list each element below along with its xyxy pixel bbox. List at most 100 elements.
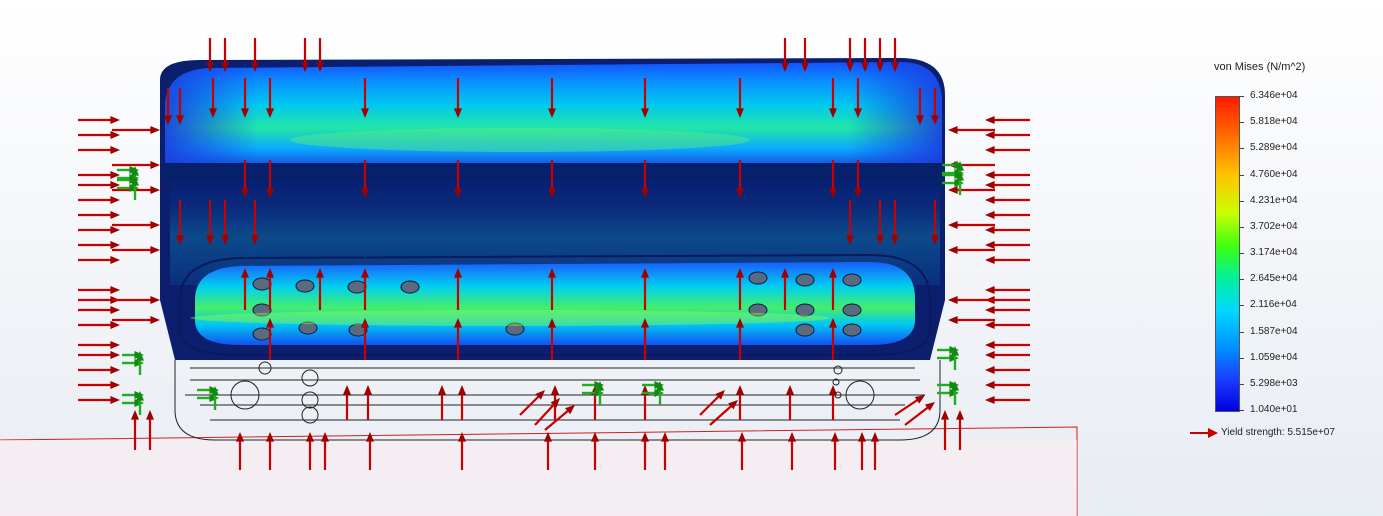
force-arrow-icon [548, 78, 556, 118]
force-arrow-icon [206, 38, 214, 72]
force-arrow-icon [251, 38, 259, 72]
force-arrow-icon [112, 126, 160, 134]
fixture-arrow-icon [596, 381, 604, 405]
legend-tick-label: 5.818e+04 [1250, 116, 1298, 128]
legend-tick-label: 4.760e+04 [1250, 168, 1298, 180]
force-arrow-icon [985, 116, 1030, 124]
legend-tick-mark [1239, 226, 1244, 228]
force-arrow-icon [361, 78, 369, 118]
legend-tick-label: 2.116e+04 [1250, 299, 1297, 311]
force-arrow-icon [112, 316, 160, 324]
force-arrow-icon [78, 256, 120, 264]
force-arrow-icon [266, 268, 274, 310]
force-arrow-icon [544, 405, 575, 431]
force-arrow-icon [78, 286, 120, 294]
force-arrow-icon [548, 318, 556, 360]
force-arrow-icon [1190, 427, 1218, 438]
force-arrow-icon [454, 160, 462, 198]
force-arrow-icon [891, 200, 899, 245]
legend-tick-mark [1239, 253, 1244, 254]
legend-tick-mark [1239, 279, 1244, 281]
force-arrow-icon [321, 432, 329, 470]
force-arrow-icon [985, 396, 1030, 404]
force-arrow-icon [221, 200, 229, 245]
force-arrow-icon [78, 381, 120, 389]
force-arrow-icon [534, 398, 560, 426]
legend-tick-label: 4.231e+04 [1250, 194, 1298, 206]
force-arrow-icon [112, 246, 160, 254]
force-arrow-icon [236, 432, 244, 470]
fixture-arrow-icon [211, 386, 219, 410]
force-arrow-icon [548, 268, 556, 310]
force-arrow-icon [112, 161, 160, 169]
force-arrow-icon [266, 432, 274, 470]
force-arrow-icon [641, 432, 649, 470]
force-arrow-icon [146, 410, 154, 450]
stress-legend[interactable]: von Mises (N/m^2) 6.346e+04 5.818e+04 5.28… [1190, 55, 1380, 455]
legend-tick-mark [1239, 96, 1244, 97]
force-arrow-icon [112, 296, 160, 304]
legend-tick-mark [1239, 383, 1244, 385]
force-arrow-icon [306, 432, 314, 470]
force-arrow-icon [891, 38, 899, 72]
force-arrow-icon [641, 318, 649, 360]
force-arrow-icon [221, 38, 229, 72]
force-arrow-icon [361, 318, 369, 360]
yield-strength-indicator: Yield strength: 5.515e+07 [1190, 427, 1335, 438]
fixture-arrow-icon [656, 381, 664, 405]
force-arrow-icon [251, 200, 259, 245]
force-arrow-icon [904, 402, 935, 426]
force-arrow-icon [454, 268, 462, 310]
force-arrow-icon [985, 226, 1030, 234]
force-arrow-icon [801, 38, 809, 72]
legend-tick-label: 1.587e+04 [1250, 325, 1298, 337]
legend-tick-label: 2.645e+04 [1250, 273, 1298, 285]
force-arrow-icon [266, 78, 274, 118]
force-arrow-icon [206, 200, 214, 245]
force-arrow-icon [641, 268, 649, 310]
legend-tick-mark [1239, 357, 1244, 359]
force-arrow-icon [985, 131, 1030, 139]
floor-holes [252, 271, 862, 341]
force-arrow-icon [548, 160, 556, 198]
legend-tick-label: 1.040e+01 [1250, 404, 1298, 415]
force-arrow-icon [738, 432, 746, 470]
force-arrow-icon [736, 268, 744, 310]
floor-face [195, 262, 915, 345]
force-arrow-icon [438, 385, 446, 420]
force-arrow-icon [176, 88, 184, 125]
force-arrow-icon [931, 200, 939, 245]
force-arrow-icon [78, 321, 120, 329]
top-face-shade [165, 62, 942, 168]
force-arrow-icon [985, 241, 1030, 249]
legend-tick-mark [1239, 331, 1244, 333]
force-arrow-icon [78, 181, 120, 189]
force-arrow-icon [916, 88, 924, 125]
force-arrow-icon [316, 38, 324, 72]
force-arrow-icon [736, 318, 744, 360]
force-arrow-icon [78, 131, 120, 139]
yield-strength-label: Yield strength: 5.515e+07 [1221, 427, 1335, 438]
force-arrow-icon [241, 160, 249, 198]
force-arrow-icon [641, 160, 649, 198]
force-arrow-icon [829, 78, 837, 118]
legend-tick-mark [1239, 148, 1244, 150]
force-arrow-icon [176, 200, 184, 245]
force-arrow-icon [131, 410, 139, 450]
fixture-arrow-icon [951, 381, 959, 405]
legend-tick-mark [1239, 410, 1244, 411]
force-arrow-icon [931, 88, 939, 125]
ground-plane-fill [0, 440, 1077, 516]
force-arrow-icon [985, 211, 1030, 219]
force-arrow-icon [78, 211, 120, 219]
force-arrow-icon [829, 318, 837, 360]
force-arrow-icon [948, 246, 995, 254]
force-arrow-icon [788, 432, 796, 470]
force-arrow-icon [361, 160, 369, 198]
fixture-arrow-icon [136, 391, 144, 415]
force-arrow-icon [876, 200, 884, 245]
force-arrow-icon [78, 196, 120, 204]
legend-tick-label: 3.174e+04 [1250, 247, 1298, 258]
force-arrow-icon [985, 366, 1030, 374]
